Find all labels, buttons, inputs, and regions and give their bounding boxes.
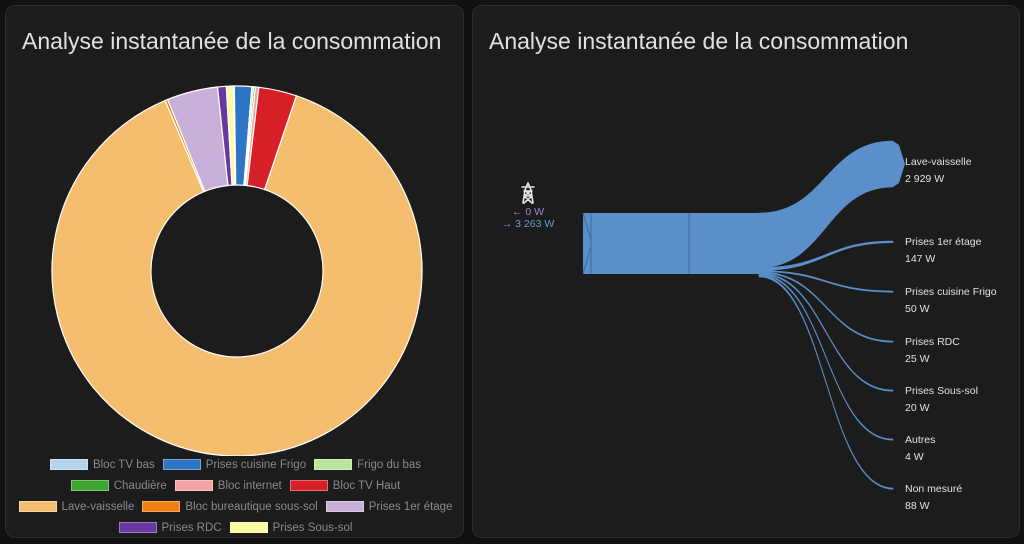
target-value: 88 W bbox=[905, 500, 930, 512]
legend-swatch bbox=[314, 459, 353, 470]
legend-item-bloc-internet[interactable]: Bloc internet bbox=[174, 479, 282, 492]
grid-returned-value: ← 0 W bbox=[511, 206, 545, 218]
target-value: 147 W bbox=[905, 253, 936, 265]
legend-swatch bbox=[49, 459, 88, 470]
legend-label: Prises Sous-sol bbox=[272, 521, 353, 534]
legend-swatch bbox=[229, 522, 268, 533]
flow-prises-cuisine-frigo[interactable] bbox=[758, 270, 894, 293]
target-label-prises-rdc: Prises RDC 25 W bbox=[905, 334, 960, 368]
legend-swatch bbox=[70, 480, 109, 491]
legend-item-lave-vaisselle[interactable]: Lave-vaisselle bbox=[18, 500, 135, 513]
legend-label: Bloc TV bas bbox=[92, 458, 155, 471]
legend-item-prises-1er-etage[interactable]: Prises 1er étage bbox=[325, 500, 453, 513]
legend-item-bloc-tv-bas[interactable]: Bloc TV bas bbox=[49, 458, 155, 471]
target-value: 25 W bbox=[905, 353, 930, 365]
legend-label: Bloc TV Haut bbox=[332, 479, 401, 492]
flow-autres[interactable] bbox=[758, 273, 894, 441]
flow-non-mesure[interactable] bbox=[758, 275, 894, 490]
legend-swatch bbox=[142, 501, 181, 512]
legend-label: Frigo du bas bbox=[357, 458, 422, 471]
legend-label: Bloc internet bbox=[217, 479, 282, 492]
target-name: Prises Sous-sol bbox=[905, 385, 978, 397]
card-title: Analyse instantanée de la consommation bbox=[489, 28, 909, 54]
legend-label: Chaudière bbox=[113, 479, 167, 492]
legend-item-prises-cuisine-frigo[interactable]: Prises cuisine Frigo bbox=[162, 458, 307, 471]
legend-item-frigo-du-bas[interactable]: Frigo du bas bbox=[314, 459, 421, 471]
flow-lave-vaisselle[interactable] bbox=[758, 140, 894, 269]
legend-row: Lave-vaisselle Bloc bureautique sous-sol P… bbox=[6, 496, 465, 517]
target-name: Prises RDC bbox=[905, 336, 960, 348]
flow-prises-1er-etage[interactable] bbox=[758, 240, 894, 271]
legend-swatch bbox=[18, 501, 57, 512]
target-name: Prises 1er étage bbox=[905, 236, 982, 248]
target-value: 50 W bbox=[905, 303, 930, 315]
legend-row: Bloc TV bas Prises cuisine Frigo Frigo du … bbox=[6, 454, 465, 475]
target-label-non-mesure: Non mesuré 88 W bbox=[905, 481, 962, 515]
consumption-sankey-card: Analyse instantanée de la consommation ←… bbox=[472, 5, 1020, 538]
legend-row: Prises RDC Prises Sous-sol bbox=[6, 517, 465, 538]
legend-swatch bbox=[162, 459, 201, 470]
flow-prises-sous-sol[interactable] bbox=[758, 272, 894, 392]
target-name: Lave-vaisselle bbox=[905, 156, 972, 168]
target-value: 20 W bbox=[905, 402, 930, 414]
sankey-chart bbox=[582, 140, 905, 490]
slice-lave-vaisselle[interactable] bbox=[51, 95, 423, 456]
consumption-node[interactable] bbox=[689, 213, 759, 274]
target-value: 4 W bbox=[905, 451, 924, 463]
target-label-prises-1er-etage: Prises 1er étage 147 W bbox=[905, 234, 981, 268]
target-name: Prises cuisine Frigo bbox=[905, 286, 997, 298]
legend-swatch bbox=[118, 522, 157, 533]
grid-source-node[interactable] bbox=[583, 213, 689, 274]
legend-swatch bbox=[174, 480, 213, 491]
legend-item-prises-sous-sol[interactable]: Prises Sous-sol bbox=[229, 521, 353, 534]
target-name: Autres bbox=[905, 434, 936, 446]
target-arrow-lave-vaisselle bbox=[893, 141, 905, 187]
legend-item-bloc-bureautique-sous-sol[interactable]: Bloc bureautique sous-sol bbox=[142, 500, 318, 513]
target-value: 2 929 W bbox=[905, 173, 945, 185]
card-title: Analyse instantanée de la consommation bbox=[22, 28, 442, 54]
source-notch bbox=[582, 212, 592, 275]
legend-item-prises-rdc[interactable]: Prises RDC bbox=[118, 521, 222, 534]
legend-item-bloc-tv-haut[interactable]: Bloc TV Haut bbox=[289, 479, 401, 492]
legend-swatch bbox=[325, 501, 364, 512]
legend-label: Lave-vaisselle bbox=[61, 500, 135, 513]
consumption-donut-card: Analyse instantanée de la consommation B… bbox=[5, 5, 464, 538]
flow-prises-rdc[interactable] bbox=[758, 271, 894, 343]
transmission-tower-icon bbox=[521, 182, 535, 204]
target-label-lave-vaisselle: Lave-vaisselle 2 929 W bbox=[905, 154, 972, 188]
legend-swatch bbox=[289, 480, 328, 491]
target-name: Non mesuré bbox=[905, 483, 963, 495]
legend-row: Chaudière Bloc internet Bloc TV Haut bbox=[6, 475, 465, 496]
donut-chart bbox=[51, 85, 423, 456]
target-label-prises-sous-sol: Prises Sous-sol 20 W bbox=[905, 383, 978, 417]
legend-label: Prises RDC bbox=[161, 521, 222, 534]
grid-consumed-value: → 3 263 W bbox=[501, 218, 555, 230]
legend-item-chaudiere[interactable]: Chaudière bbox=[70, 479, 167, 492]
legend-label: Prises 1er étage bbox=[368, 500, 453, 513]
target-label-autres: Autres 4 W bbox=[905, 432, 935, 466]
donut-legend: Bloc TV bas Prises cuisine Frigo Frigo du … bbox=[6, 454, 465, 538]
legend-label: Prises cuisine Frigo bbox=[205, 458, 307, 471]
legend-label: Bloc bureautique sous-sol bbox=[185, 500, 318, 513]
grid-node[interactable]: ← 0 W → 3 263 W bbox=[493, 182, 563, 230]
target-label-prises-cuisine-frigo: Prises cuisine Frigo 50 W bbox=[905, 284, 997, 318]
